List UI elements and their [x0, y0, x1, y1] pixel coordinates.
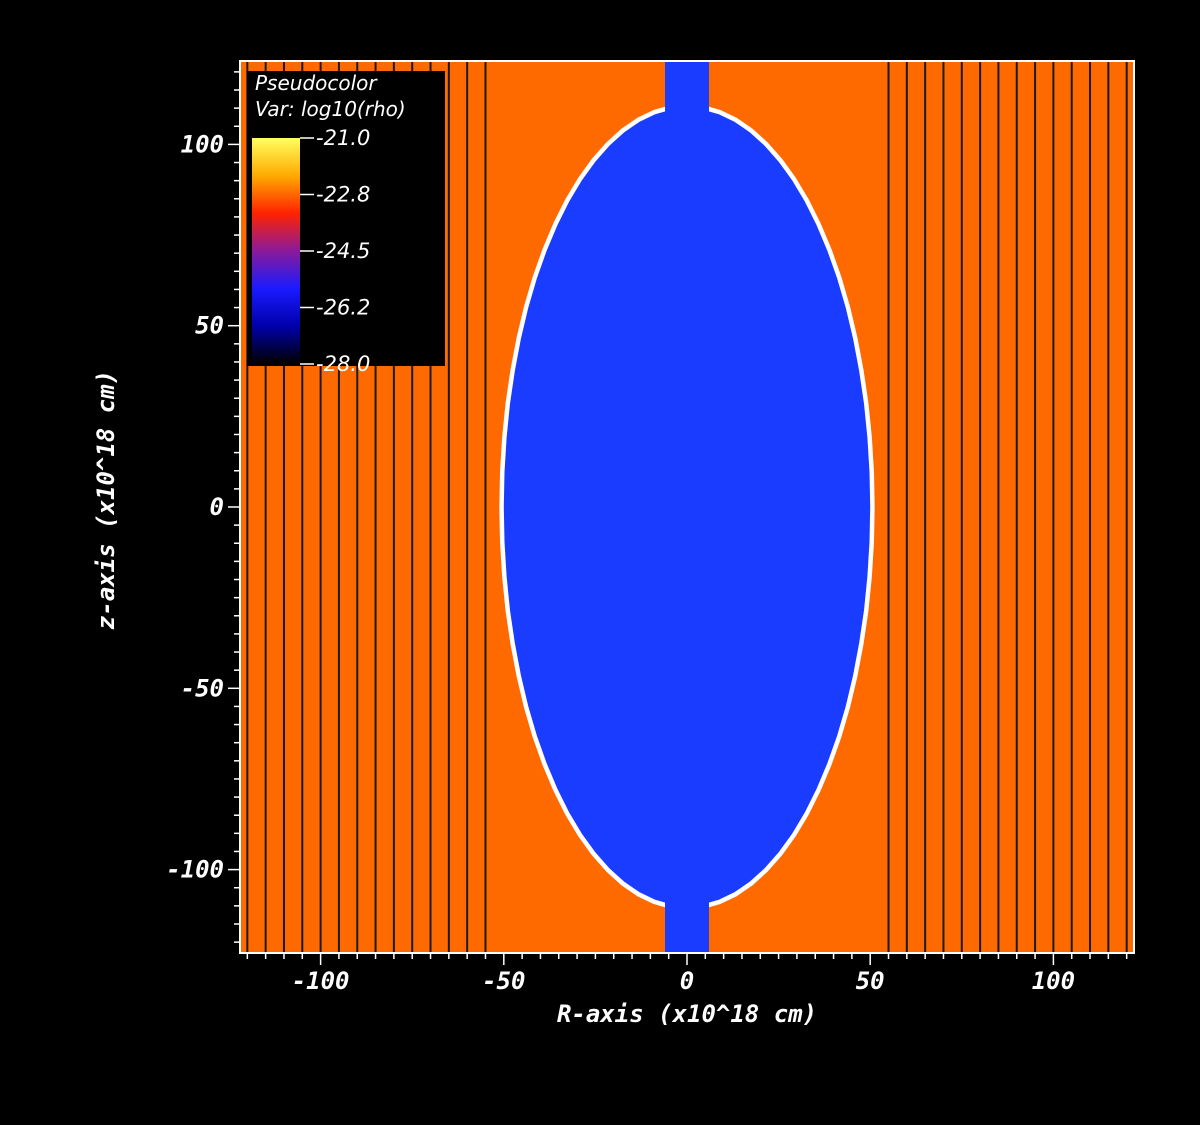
colorbar-ticks: -21.0 -22.8 -24.5 -26.2 -28.0 [300, 126, 370, 376]
y-axis-title: z-axis (x10^18 cm) [92, 370, 120, 630]
y-tick-label: -100 [166, 856, 224, 884]
y-tick-label: 0 [210, 493, 224, 521]
colorbar-tick-label: -21.0 [316, 126, 370, 150]
y-axis: 100 50 0 -50 -100 [166, 71, 240, 943]
axial-jet [665, 61, 709, 953]
legend-plot-type: Pseudocolor [255, 71, 378, 95]
plot-area [240, 61, 1134, 953]
colorbar-tick-label: -24.5 [316, 239, 370, 263]
y-tick-label: 50 [195, 312, 224, 340]
colorbar-tick-label: -22.8 [316, 183, 370, 207]
colorbar-tick-label: -26.2 [316, 296, 370, 320]
legend-variable: Var: log10(rho) [255, 97, 406, 121]
y-tick-label: -50 [181, 674, 224, 702]
x-tick-label: -100 [292, 967, 350, 995]
x-axis-title: R-axis (x10^18 cm) [557, 1000, 817, 1028]
x-tick-label: -50 [482, 967, 525, 995]
x-tick-label: 50 [856, 967, 885, 995]
colorbar-tick-label: -28.0 [316, 352, 370, 376]
x-axis: -100 -50 0 50 100 [246, 953, 1128, 995]
x-tick-label: 0 [680, 967, 694, 995]
colorbar-legend: Pseudocolor Var: log10(rho) -21.0-22.8-2… [247, 71, 445, 376]
y-tick-label: 100 [181, 130, 224, 158]
colorbar [252, 138, 300, 364]
x-tick-label: 100 [1032, 967, 1075, 995]
